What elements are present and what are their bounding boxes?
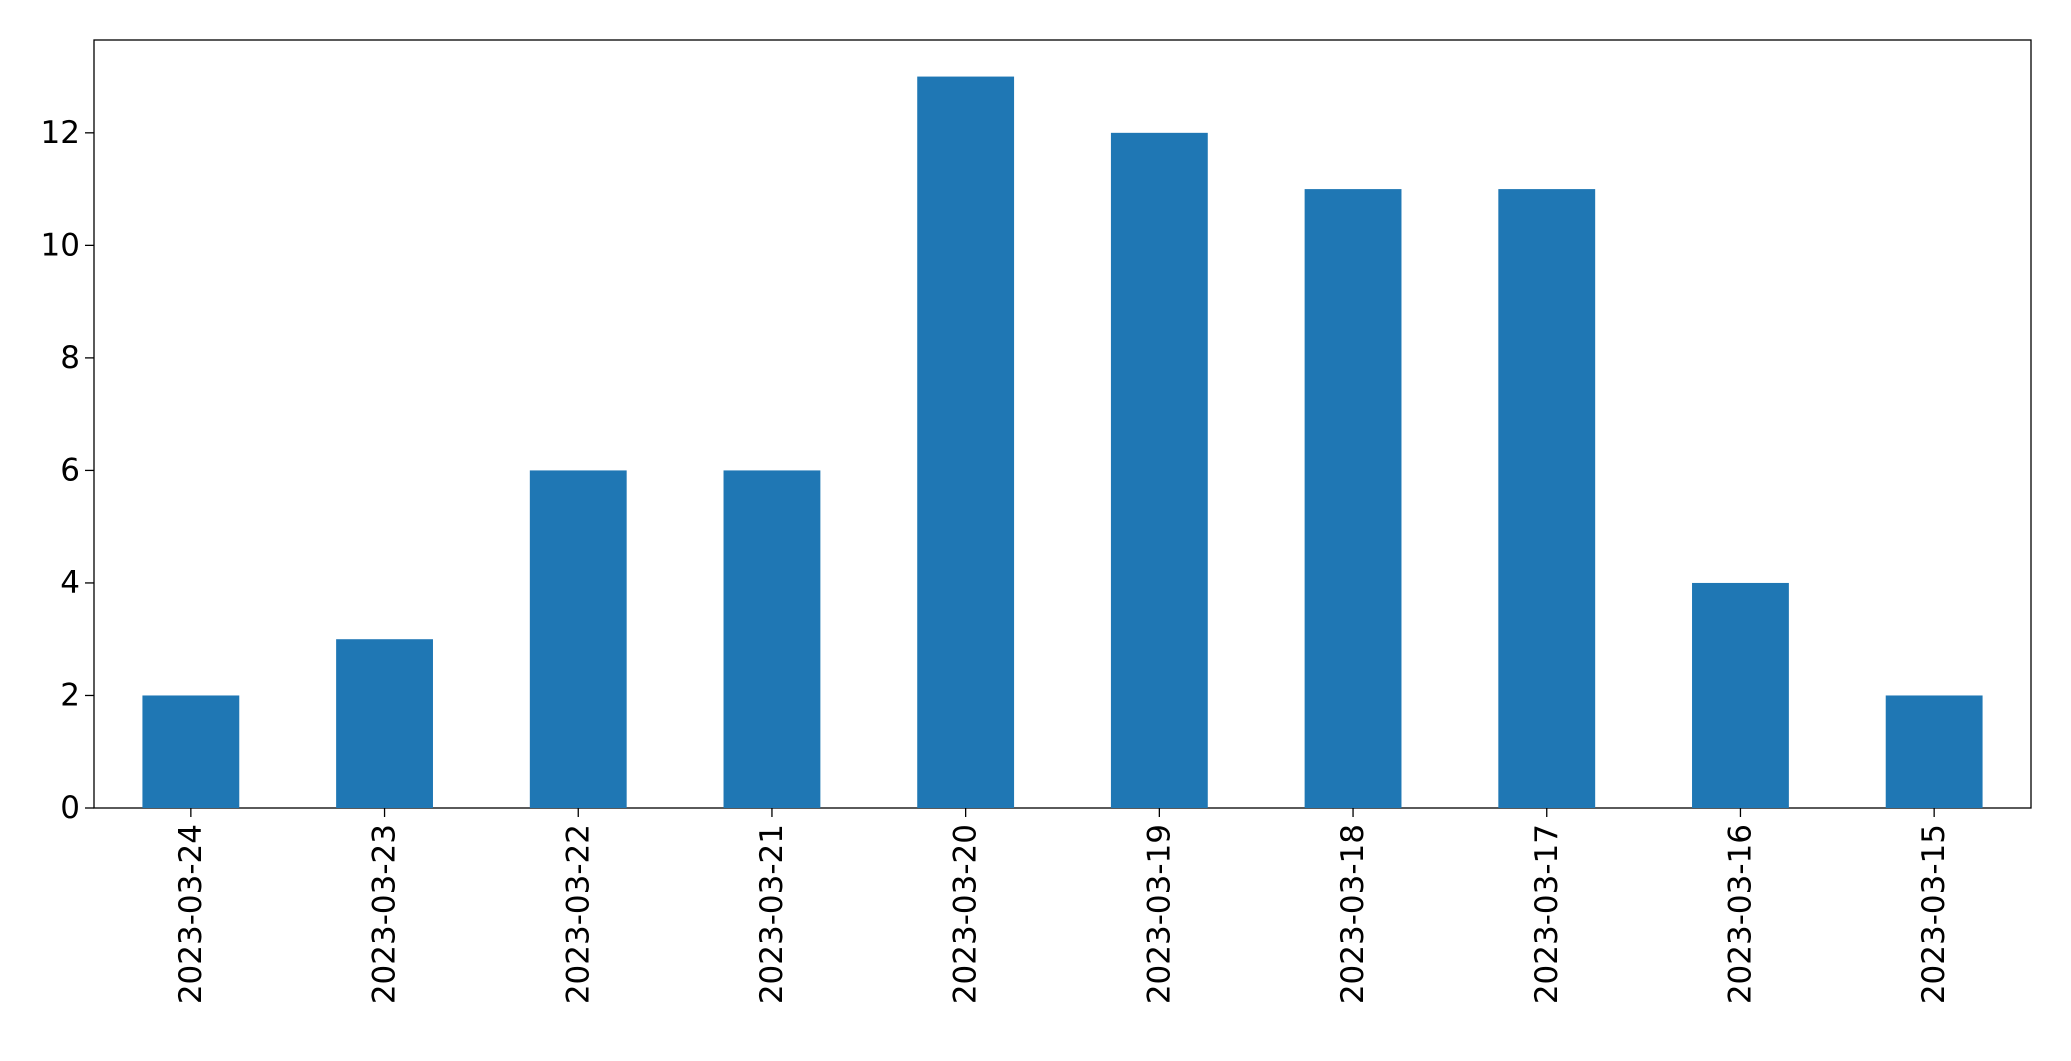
x-tick-label: 2023-03-22: [560, 824, 596, 1004]
x-tick-label: 2023-03-23: [367, 824, 403, 1004]
y-tick-label: 4: [60, 565, 80, 601]
y-tick-label: 2: [60, 677, 80, 713]
y-tick-label: 12: [41, 115, 80, 151]
x-tick-label: 2023-03-21: [754, 824, 790, 1004]
x-tick-label: 2023-03-19: [1141, 824, 1177, 1004]
x-tick-label: 2023-03-20: [948, 824, 984, 1004]
bar: [529, 470, 627, 808]
x-tick-label: 2023-03-17: [1529, 824, 1565, 1004]
axes-frame: [93, 39, 2032, 809]
bar: [1885, 695, 1983, 808]
x-tick-label: 2023-03-18: [1335, 824, 1371, 1004]
bar: [917, 76, 1015, 809]
y-tick-label: 10: [41, 227, 80, 263]
x-tick-label: 2023-03-24: [173, 824, 209, 1004]
bar: [142, 695, 240, 808]
y-tick-label: 8: [60, 340, 80, 376]
bar: [1304, 189, 1402, 809]
bar: [723, 470, 821, 808]
bar: [1498, 189, 1596, 809]
bar: [1692, 582, 1789, 808]
x-tick-label: 2023-03-15: [1916, 824, 1952, 1004]
y-tick-label: 0: [60, 790, 80, 826]
bar: [1110, 132, 1208, 809]
x-tick-label: 2023-03-16: [1722, 824, 1758, 1004]
y-tick-label: 6: [60, 452, 80, 488]
bar: [336, 639, 433, 808]
